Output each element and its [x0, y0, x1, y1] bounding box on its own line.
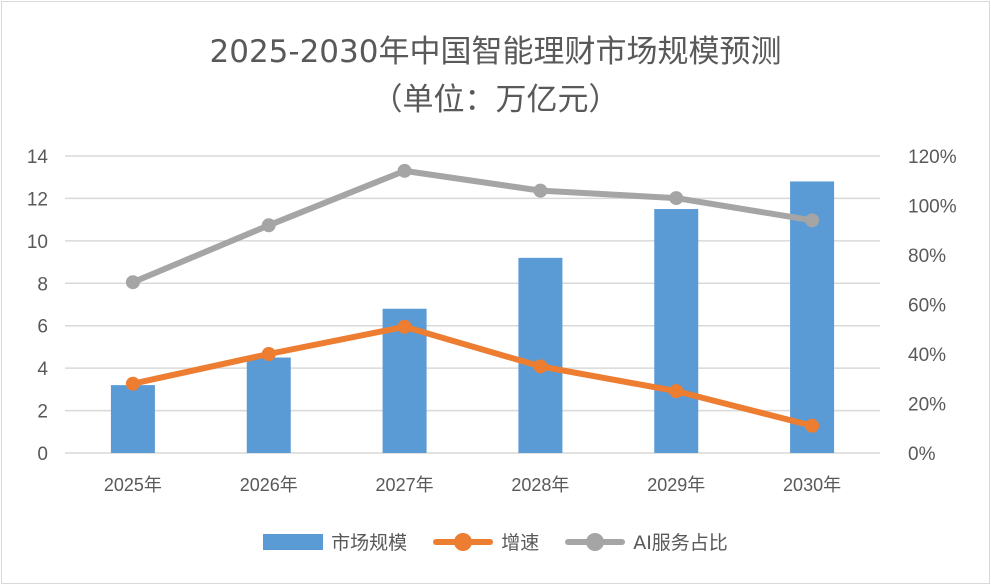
x-tick-label: 2028年 — [511, 475, 569, 495]
bar-market-size — [518, 257, 563, 453]
y-right-tick-label: 20% — [908, 395, 946, 416]
y-right-tick-label: 0% — [908, 444, 936, 465]
x-tick-label: 2025年 — [104, 475, 162, 495]
point-growth — [669, 384, 684, 399]
y-right-tick-label: 100% — [908, 197, 957, 218]
bar-market-size — [246, 357, 291, 453]
legend-item-growth[interactable]: 增速 — [433, 528, 539, 555]
x-tick-label: 2030年 — [783, 475, 841, 495]
y-right-tick-label: 40% — [908, 345, 946, 366]
y-right-tick-label: 80% — [908, 246, 946, 267]
y-left-tick-label: 6 — [37, 317, 48, 338]
y-right-tick-label: 120% — [908, 147, 957, 168]
legend-item-ai-share[interactable]: AI服务占比 — [565, 528, 728, 555]
point-growth — [397, 319, 412, 334]
legend-swatch-bar — [263, 533, 324, 550]
y-left-tick-label: 2 — [37, 402, 48, 423]
bar-market-size — [654, 209, 699, 453]
bar-market-size — [110, 385, 155, 453]
y-left-tick-label: 8 — [37, 274, 48, 295]
chart-subtitle: （单位：万亿元） — [371, 82, 620, 118]
legend-label: AI服务占比 — [633, 532, 728, 554]
y-left-tick-label: 12 — [27, 189, 48, 210]
legend-label: 市场规模 — [331, 532, 408, 554]
legend-swatch-line — [433, 532, 494, 551]
chart-title: 2025-2030年中国智能理财市场规模预测 — [209, 34, 782, 70]
point-growth — [805, 418, 820, 433]
y-left-tick-label: 14 — [27, 147, 49, 168]
y-left-tick-label: 0 — [37, 444, 48, 465]
point-ai-share — [261, 218, 276, 233]
legend: 市场规模 增速 AI服务占比 — [0, 528, 991, 555]
x-tick-label: 2026年 — [240, 475, 298, 495]
line-ai-share — [129, 167, 816, 286]
y-right-tick-label: 60% — [908, 296, 946, 317]
y-left-tick-label: 4 — [37, 359, 48, 380]
legend-item-market-size[interactable]: 市场规模 — [263, 528, 407, 555]
point-ai-share — [805, 213, 820, 228]
point-ai-share — [125, 275, 140, 290]
point-ai-share — [533, 183, 548, 198]
point-growth — [261, 347, 276, 361]
legend-swatch-line — [565, 532, 626, 551]
x-tick-label: 2029年 — [647, 475, 705, 495]
point-growth — [125, 376, 140, 391]
x-tick-label: 2027年 — [376, 475, 434, 495]
point-ai-share — [397, 163, 412, 178]
legend-label: 增速 — [501, 532, 540, 554]
line-growth — [129, 323, 816, 429]
point-growth — [533, 359, 548, 374]
y-left-tick-label: 10 — [27, 232, 48, 253]
point-ai-share — [669, 191, 684, 206]
